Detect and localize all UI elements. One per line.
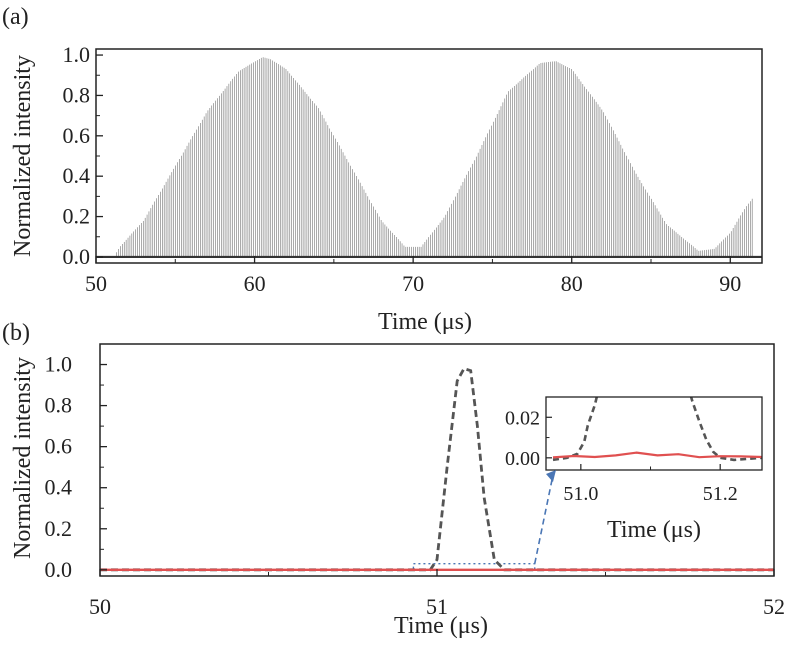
- panel-a-ytick-labels: 0.0 0.2 0.4 0.6 0.8 1.0: [63, 42, 91, 269]
- panel-a-xtick-label: 50: [85, 271, 107, 296]
- inset-xlabel: Time (μs): [607, 517, 701, 543]
- panel-a-label: (a): [2, 4, 29, 30]
- panel-a-ytick-label: 0.2: [63, 204, 91, 229]
- panel-a-ytick-label: 0.8: [63, 82, 91, 107]
- panel-b-xtick-labels: 50 51 52: [89, 594, 785, 619]
- panel-a-frame: [95, 48, 763, 264]
- zoom-box: [412, 562, 536, 571]
- panel-a-ticks: [95, 54, 731, 263]
- panel-a-xtick-label: 80: [561, 271, 583, 296]
- panel-b-ytick-label: 0.2: [45, 516, 73, 541]
- inset-xtick-label: 51.2: [703, 483, 738, 505]
- panel-b-xtick-label: 51: [426, 594, 448, 619]
- panel-a-ytick-label: 0.0: [63, 244, 91, 269]
- panel-b-dashed-series: [100, 366, 774, 572]
- inset-ytick-labels: 0.00 0.02: [505, 407, 540, 470]
- zoom-arrow-head: [546, 470, 556, 482]
- inset-plot: [552, 397, 762, 462]
- panel-a-ytick-label: 0.4: [63, 163, 91, 188]
- inset-ytick-label: 0.00: [505, 448, 540, 470]
- panel-b-ytick-label: 0.4: [45, 475, 73, 500]
- panel-b-ylabel: Normalized intensity: [10, 357, 36, 559]
- inset-series-group: [552, 397, 762, 462]
- inset-frame: [545, 396, 763, 471]
- panel-a-xtick-labels: 50 60 70 80 90: [85, 271, 741, 296]
- inset-ticks: [546, 416, 721, 470]
- panel-a-xlabel: Time (μs): [378, 309, 472, 335]
- inset-background: [546, 397, 762, 470]
- panel-b-ytick-label: 1.0: [45, 352, 73, 377]
- panel-a-xtick-label: 90: [719, 271, 741, 296]
- panel-a-ytick-label: 0.6: [63, 123, 91, 148]
- panel-a-ytick-label: 1.0: [63, 42, 91, 67]
- zoom-indicator: [533, 470, 556, 564]
- panel-b-xlabel: Time (μs): [394, 613, 488, 639]
- panel-b-ytick-labels: 0.0 0.2 0.4 0.6 0.8 1.0: [45, 352, 73, 582]
- panel-b-label: (b): [2, 320, 30, 346]
- panel-b-ticks: [99, 363, 775, 576]
- panel-a-xtick-label: 60: [244, 271, 266, 296]
- inset-red-series: [552, 451, 762, 459]
- panel-b-xtick-label: 52: [763, 594, 785, 619]
- panel-a-pulse-train: [116, 57, 753, 257]
- panel-b-ytick-label: 0.0: [45, 557, 73, 582]
- panel-b-ytick-label: 0.8: [45, 393, 73, 418]
- zoom-arrow-line: [533, 474, 554, 564]
- panel-a-plot: [96, 57, 762, 259]
- panel-b-ytick-label: 0.6: [45, 434, 73, 459]
- panel-a-ylabel: Normalized intensity: [10, 55, 36, 257]
- inset-xtick-labels: 51.0 51.2: [563, 483, 737, 505]
- panel-b-xtick-label: 50: [89, 594, 111, 619]
- panel-a-xtick-label: 70: [402, 271, 424, 296]
- inset-xtick-label: 51.0: [563, 483, 598, 505]
- inset-ytick-label: 0.02: [505, 407, 540, 429]
